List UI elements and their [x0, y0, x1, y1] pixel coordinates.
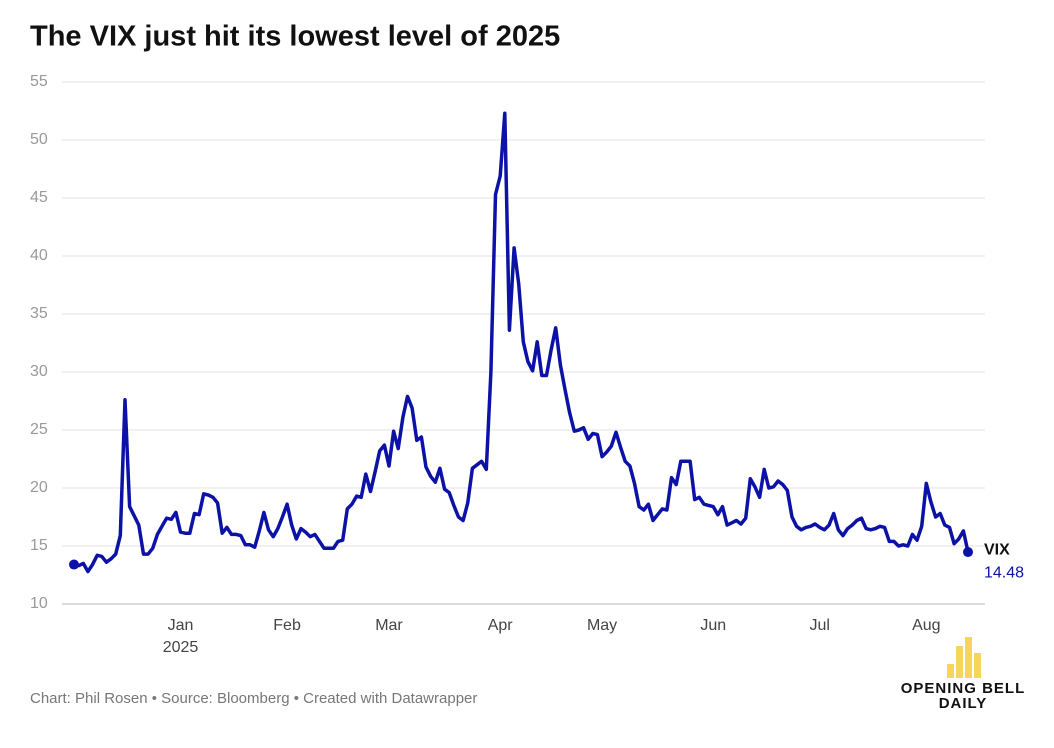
logo-text: DAILY: [939, 695, 988, 712]
data-line: [73, 111, 970, 574]
x-tick-label: Jul: [810, 617, 830, 634]
start-dot: [69, 559, 79, 570]
value-label: 14.48: [984, 564, 1024, 581]
end-dot: [963, 547, 973, 558]
x-tick-label: Feb: [273, 617, 301, 634]
logo: OPENING BELL DAILY: [901, 637, 1026, 712]
y-tick-label: 20: [30, 479, 48, 496]
series-label: VIX: [984, 541, 1010, 558]
y-tick-label: 30: [30, 363, 48, 380]
y-tick-label: 40: [30, 247, 48, 264]
logo-text: OPENING BELL: [901, 680, 1026, 697]
chart-title: The VIX just hit its lowest level of 202…: [30, 21, 560, 53]
y-tick-label: 25: [30, 421, 48, 438]
y-tick-label: 55: [30, 73, 48, 90]
source-note: Chart: Phil Rosen • Source: Bloomberg • …: [30, 690, 477, 707]
y-tick-label: 10: [30, 595, 48, 612]
logo-bar: [956, 646, 963, 678]
x-tick-label: Apr: [488, 617, 514, 634]
x-tick-label: Jun: [700, 617, 726, 634]
y-tick-label: 50: [30, 131, 48, 148]
y-tick-label: 15: [30, 537, 48, 554]
y-tick-label: 35: [30, 305, 48, 322]
logo-bar: [974, 653, 981, 678]
x-tick-label: Aug: [912, 617, 940, 634]
x-tick-label: Jan: [168, 617, 194, 634]
logo-bar: [965, 637, 972, 678]
logo-bar: [947, 664, 954, 678]
x-year-label: 2025: [163, 639, 199, 656]
y-tick-label: 45: [30, 189, 48, 206]
x-tick-label: May: [587, 617, 617, 634]
x-tick-label: Mar: [375, 617, 403, 634]
